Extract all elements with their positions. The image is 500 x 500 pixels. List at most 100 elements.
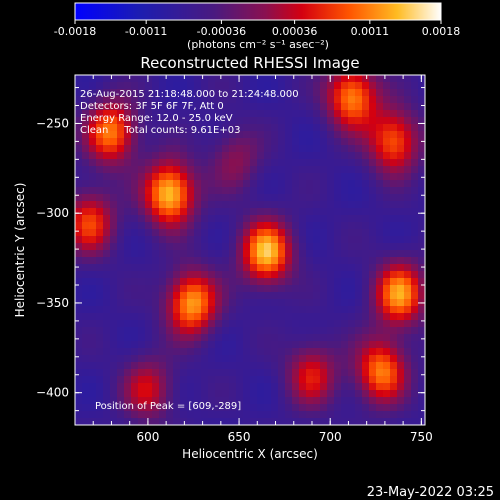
heatmap-cell [397,313,405,321]
heatmap-cell [124,418,132,425]
heatmap-cell [390,285,398,293]
heatmap-cell [96,390,104,398]
heatmap-cell [397,285,405,293]
heatmap-cell [327,313,335,321]
heatmap-cell [145,89,153,97]
heatmap-cell [222,390,230,398]
heatmap-cell [82,96,90,104]
heatmap-cell [250,390,258,398]
heatmap-cell [355,320,363,328]
heatmap-cell [180,355,188,363]
heatmap-cell [152,257,160,265]
heatmap-cell [103,194,111,202]
heatmap-cell [250,243,258,251]
heatmap-cell [285,173,293,181]
heatmap-cell [397,187,405,195]
heatmap-cell [383,411,391,419]
heatmap-cell [103,348,111,356]
heatmap-cell [320,166,328,174]
heatmap-cell [173,348,181,356]
heatmap-cell [103,418,111,425]
heatmap-cell [362,376,370,384]
heatmap-cell [418,236,425,244]
heatmap-cell [306,82,314,90]
heatmap-cell [138,124,146,132]
heatmap-cell [264,89,272,97]
heatmap-cell [166,341,174,349]
heatmap-cell [390,166,398,174]
heatmap-cell [404,411,412,419]
heatmap-cell [404,278,412,286]
heatmap-cell [306,229,314,237]
heatmap-cell [306,348,314,356]
heatmap-cell [285,243,293,251]
heatmap-cell [75,229,83,237]
heatmap-cell [180,320,188,328]
heatmap-cell [229,187,237,195]
heatmap-cell [362,173,370,181]
heatmap-cell [180,376,188,384]
heatmap-cell [285,397,293,405]
heatmap-cell [229,75,237,83]
heatmap-cell [243,397,251,405]
heatmap-cell [411,166,419,174]
heatmap-cell [369,376,377,384]
heatmap-cell [299,166,307,174]
heatmap-cell [103,271,111,279]
heatmap-cell [313,173,321,181]
heatmap-cell [264,348,272,356]
heatmap-cell [243,362,251,370]
heatmap-cell [390,411,398,419]
heatmap-cell [383,334,391,342]
heatmap-cell [131,201,139,209]
heatmap-cell [383,166,391,174]
heatmap-cell [201,89,209,97]
heatmap-cell [299,299,307,307]
heatmap-cell [180,229,188,237]
heatmap-cell [138,110,146,118]
heatmap-cell [418,166,425,174]
heatmap-cell [250,250,258,258]
heatmap-cell [194,110,202,118]
heatmap-cell [89,341,97,349]
heatmap-cell [152,110,160,118]
heatmap-cell [327,229,335,237]
heatmap-cell [124,411,132,419]
heatmap-cell [194,201,202,209]
heatmap-cell [243,145,251,153]
heatmap-cell [201,292,209,300]
heatmap-cell [285,306,293,314]
heatmap-cell [348,341,356,349]
heatmap-cell [418,180,425,188]
heatmap-cell [285,369,293,377]
heatmap-cell [257,166,265,174]
heatmap-cell [152,138,160,146]
heatmap-cell [257,201,265,209]
heatmap-cell [383,369,391,377]
heatmap-cell [110,145,118,153]
heatmap-cell [117,397,125,405]
heatmap-cell [117,411,125,419]
y-axis-label: Heliocentric Y (arcsec) [13,183,27,318]
heatmap-cell [362,411,370,419]
heatmap-cell [89,180,97,188]
heatmap-cell [159,166,167,174]
heatmap-cell [124,334,132,342]
heatmap-cell [110,215,118,223]
heatmap-cell [89,418,97,425]
heatmap-cell [124,145,132,153]
heatmap-cell [215,110,223,118]
heatmap-cell [89,250,97,258]
heatmap-cell [397,299,405,307]
heatmap-cell [166,376,174,384]
heatmap-cell [145,306,153,314]
heatmap-cell [390,250,398,258]
heatmap-cell [166,187,174,195]
heatmap-cell [145,82,153,90]
heatmap-cell [82,257,90,265]
heatmap-cell [362,75,370,83]
heatmap-cell [341,313,349,321]
heatmap-cell [159,264,167,272]
heatmap-cell [138,89,146,97]
heatmap-cell [243,201,251,209]
